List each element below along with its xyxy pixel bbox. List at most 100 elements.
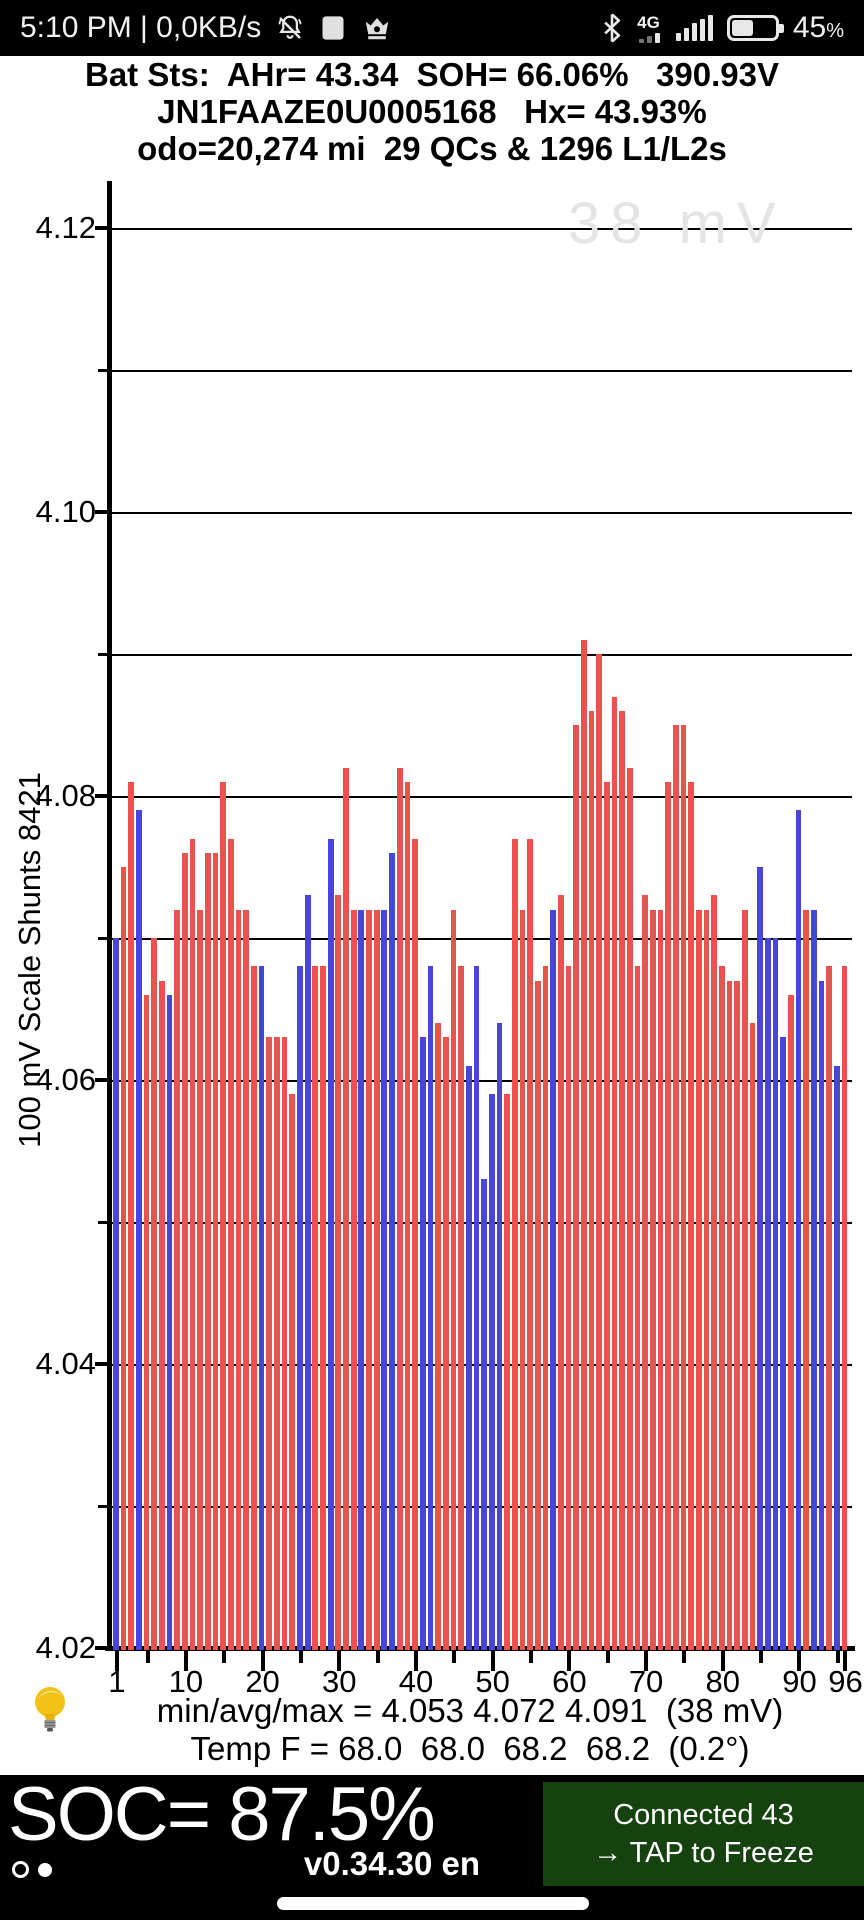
cell-bar: [803, 909, 810, 1650]
cell-bar: [519, 909, 526, 1650]
x-axis-tick-label: 10: [168, 1664, 204, 1699]
cell-bar: [703, 909, 710, 1650]
temp-line: Temp F = 68.0 68.0 68.2 68.2 (0.2°): [190, 1730, 750, 1767]
x-axis-tick-label: 40: [398, 1664, 434, 1699]
page-indicator: [12, 1861, 52, 1878]
y-axis-minor-tick: [98, 653, 111, 656]
cell-bar: [128, 781, 135, 1650]
x-axis-tick-label: 96: [828, 1664, 863, 1699]
y-axis-minor-tick: [98, 1221, 111, 1224]
cell-bar: [450, 909, 457, 1650]
cell-bar: [297, 966, 303, 1650]
cell-bar: [657, 909, 664, 1650]
x-axis-tick: [567, 1651, 572, 1671]
cell-bar: [205, 852, 211, 1650]
connection-freeze-button[interactable]: Connected 43 → TAP to Freeze: [543, 1782, 864, 1886]
y-axis-tick-label: 4.02: [35, 1630, 96, 1665]
cell-bar: [550, 909, 556, 1650]
cell-bar: [580, 639, 587, 1650]
cell-bar: [588, 710, 595, 1650]
y-axis-tick-label: 4.08: [35, 778, 96, 813]
cell-bar: [251, 966, 257, 1650]
cell-bar: [350, 909, 357, 1650]
cell-bar: [788, 994, 794, 1650]
cell-bar: [419, 1037, 426, 1650]
cell-bar: [573, 725, 579, 1650]
cell-bar: [834, 1065, 840, 1650]
cell-bar: [465, 1065, 472, 1650]
cell-bar: [396, 767, 403, 1650]
y-axis-tick: [95, 1078, 111, 1082]
y-axis-minor-tick: [98, 369, 111, 372]
page-dot-outline: [12, 1861, 29, 1878]
cell-bar: [749, 1023, 756, 1650]
x-axis-tick-label: 1: [108, 1664, 126, 1699]
cell-bar: [626, 767, 633, 1650]
x-axis-tick-label: 20: [245, 1664, 280, 1699]
cell-bar: [404, 781, 411, 1650]
cell-bar: [235, 909, 242, 1650]
bluetooth-icon: [601, 13, 623, 43]
cell-bar: [136, 810, 142, 1650]
x-axis-tick-label: 50: [475, 1664, 510, 1699]
battery-icon: [726, 15, 784, 41]
connection-status-label: Connected 43: [613, 1799, 794, 1831]
cell-bar: [765, 938, 771, 1650]
x-axis-minor-tick: [452, 1651, 457, 1663]
x-axis-minor-tick: [605, 1651, 610, 1663]
x-axis-tick-label: 70: [628, 1664, 664, 1699]
lightbulb-icon[interactable]: [30, 1684, 70, 1743]
gridline: [111, 654, 852, 656]
gridline: [111, 370, 852, 372]
x-axis-minor-tick: [682, 1651, 687, 1663]
cell-bar: [427, 966, 434, 1650]
home-indicator[interactable]: [277, 1897, 589, 1910]
cell-bar: [220, 781, 227, 1650]
x-axis-tick-label: 60: [552, 1664, 587, 1699]
cell-bar: [289, 1094, 296, 1650]
cell-bar: [795, 810, 802, 1650]
status-bar: 5:10 PM | 0,0KB/s 4G: [0, 0, 864, 56]
cell-bar: [182, 852, 188, 1650]
cell-bar: [174, 909, 181, 1650]
cell-bar: [511, 838, 518, 1650]
x-axis-minor-tick: [835, 1651, 840, 1663]
cell-bar: [435, 1023, 441, 1650]
x-axis-minor-tick: [145, 1651, 150, 1663]
cell-bar: [826, 966, 833, 1650]
x-axis-tick: [720, 1651, 725, 1671]
x-axis-tick: [413, 1651, 418, 1671]
cell-bar: [504, 1094, 510, 1650]
cell-bar: [772, 938, 779, 1650]
cell-bar: [266, 1037, 273, 1650]
cell-bar: [603, 781, 610, 1650]
cell-bar: [113, 938, 119, 1650]
cell-bar: [542, 966, 549, 1650]
x-axis-tick-label: 90: [782, 1664, 817, 1699]
x-axis-tick: [183, 1651, 188, 1671]
cell-bar: [780, 1037, 787, 1650]
cell-bar: [680, 725, 687, 1650]
x-axis-minor-tick: [759, 1651, 764, 1663]
cell-bar: [258, 966, 265, 1650]
cell-bar: [274, 1037, 280, 1650]
cell-bar: [320, 966, 326, 1650]
cell-bar: [841, 966, 848, 1650]
tap-to-freeze-label: → TAP to Freeze: [593, 1837, 814, 1869]
cell-bar: [458, 966, 464, 1650]
cell-bar: [596, 654, 602, 1650]
x-axis-minor-tick: [375, 1651, 380, 1663]
x-axis-tick: [260, 1651, 265, 1671]
min-avg-max-line: min/avg/max = 4.053 4.072 4.091 (38 mV): [156, 1692, 784, 1729]
x-axis-tick: [490, 1651, 495, 1671]
cell-bar: [527, 838, 533, 1650]
gridline: [111, 796, 852, 798]
cell-bar: [243, 909, 250, 1650]
x-axis-minor-tick: [529, 1651, 533, 1663]
cell-bar: [711, 895, 718, 1650]
cell-bar: [611, 696, 618, 1650]
gridline: [111, 228, 852, 230]
y-axis-tick: [95, 226, 111, 230]
cell-bar: [412, 838, 418, 1650]
